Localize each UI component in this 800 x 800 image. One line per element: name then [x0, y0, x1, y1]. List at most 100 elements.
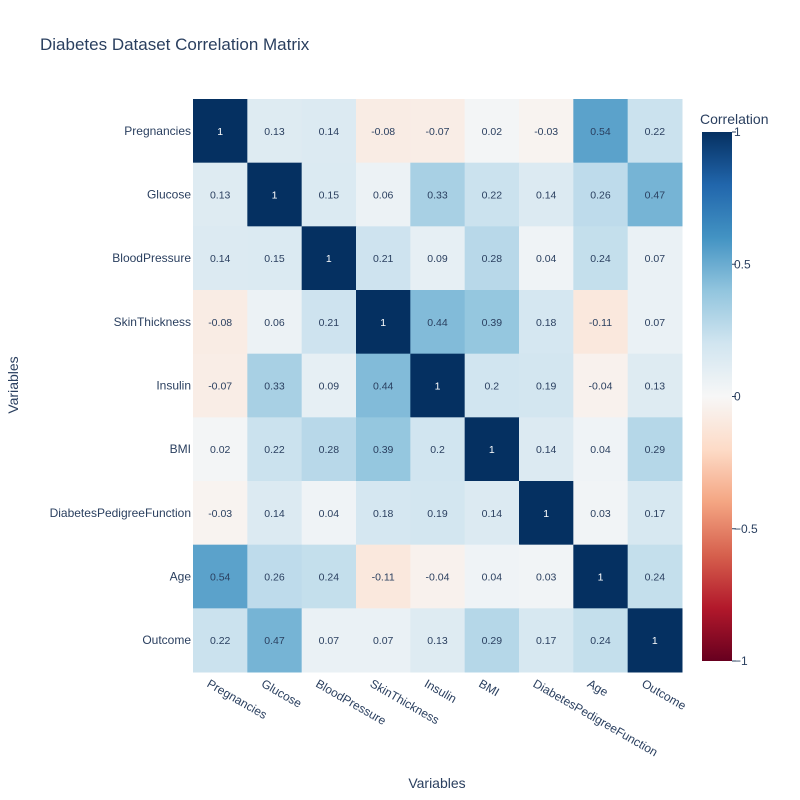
heatmap-cell [356, 608, 411, 673]
heatmap-cell-label: 0.13 [264, 126, 285, 138]
heatmap-cell-label: 0.17 [536, 635, 557, 647]
heatmap-cell-label: 0.26 [264, 572, 285, 584]
heatmap-cell-label: -0.08 [208, 317, 232, 329]
heatmap-cell [356, 99, 411, 164]
heatmap-cell [247, 544, 303, 609]
heatmap-cell [410, 162, 466, 227]
y-axis-title: Variables [5, 356, 21, 413]
heatmap-cell-label: 0.04 [590, 444, 611, 456]
heatmap-cell-label: 1 [326, 253, 332, 265]
heatmap-cell-label: 0.2 [430, 444, 445, 456]
heatmap-cell-label: 0.14 [536, 444, 557, 456]
heatmap-cell [247, 417, 303, 482]
heatmap-cell-label: 0.26 [590, 190, 611, 202]
heatmap-cell [193, 544, 248, 609]
heatmap-cell [573, 99, 629, 164]
heatmap-cell [573, 290, 629, 355]
heatmap-cell-label: 0.24 [645, 572, 666, 584]
heatmap-cell-label: 0.33 [264, 381, 285, 393]
heatmap-cell [464, 226, 520, 291]
heatmap-cell [519, 99, 574, 164]
y-tick-label: BloodPressure [112, 251, 191, 265]
heatmap-cell [464, 608, 520, 673]
heatmap-cell [464, 417, 520, 482]
heatmap-cell [301, 481, 357, 546]
heatmap-cell-label: 0.14 [264, 508, 285, 520]
heatmap-cell-label: 0.47 [264, 635, 285, 647]
heatmap-cell-label: 0.54 [590, 126, 611, 138]
heatmap-cell-label: 0.28 [482, 253, 503, 265]
heatmap-cell-label: 0.19 [427, 508, 448, 520]
colorbar-tick-label: −0.5 [734, 522, 758, 536]
heatmap-cell [193, 417, 248, 482]
heatmap-cell-label: 0.03 [590, 508, 611, 520]
heatmap-cell [573, 417, 629, 482]
heatmap-cell [301, 353, 357, 418]
heatmap-cell-label: 0.02 [210, 444, 231, 456]
heatmap-cell-label: 1 [543, 508, 549, 520]
heatmap-cell-label: 1 [489, 444, 495, 456]
heatmap-cell [573, 544, 629, 609]
heatmap-cell [193, 226, 248, 291]
heatmap-cell [519, 417, 574, 482]
heatmap-cell-label: 0.18 [536, 317, 557, 329]
heatmap-cell [356, 290, 411, 355]
heatmap-cell-label: 0.14 [210, 253, 231, 265]
x-axis-title: Variables [408, 775, 465, 791]
heatmap-cell [464, 544, 520, 609]
heatmap-cell-label: 0.06 [373, 190, 394, 202]
heatmap-cell-label: 0.22 [210, 635, 231, 647]
colorbar-tick-label: 0 [734, 390, 741, 404]
y-tick-label: Age [170, 570, 192, 584]
heatmap-cell-label: 0.06 [264, 317, 285, 329]
heatmap-cell-label: 0.39 [373, 444, 394, 456]
y-tick-label: SkinThickness [114, 315, 191, 329]
heatmap-cell-label: 0.13 [210, 190, 231, 202]
heatmap-cell [193, 99, 248, 164]
heatmap-cell-label: 0.21 [319, 317, 340, 329]
heatmap-cell-label: -0.04 [589, 381, 613, 393]
heatmap-cell [464, 353, 520, 418]
heatmap-cell-label: -0.11 [589, 317, 612, 329]
colorbar-tick-label: −1 [734, 654, 748, 668]
heatmap-cell-label: 0.18 [373, 508, 394, 520]
heatmap-cell-label: 0.02 [482, 126, 503, 138]
heatmap-cell-label: 0.09 [319, 381, 340, 393]
heatmap-cell-label: 0.54 [210, 572, 231, 584]
heatmap-cell-label: -0.03 [534, 126, 558, 138]
heatmap-cell-label: 0.07 [373, 635, 394, 647]
heatmap-cell-label: -0.03 [208, 508, 232, 520]
y-axis-ticks: Pregnancies Glucose BloodPressure SkinThick… [50, 124, 192, 647]
heatmap-cell [247, 353, 303, 418]
heatmap-cell-label: 1 [272, 190, 278, 202]
heatmap-cell [519, 353, 574, 418]
heatmap-cell-label: 0.17 [645, 508, 666, 520]
heatmap-cell-label: 0.14 [319, 126, 340, 138]
heatmap-cell-label: 0.2 [485, 381, 500, 393]
heatmap-cell-label: 0.24 [319, 572, 340, 584]
heatmap-cell-labels: 1 0.13 0.14 -0.08 -0.07 0.02 -0.03 0.54 0.22 0.13… [208, 126, 665, 647]
heatmap-cell [356, 481, 411, 546]
heatmap-cell [464, 99, 520, 164]
heatmap-cell [356, 544, 411, 609]
heatmap-cell-label: 0.33 [427, 190, 448, 202]
heatmap-cell-label: 0.22 [264, 444, 285, 456]
heatmap-cell [301, 608, 357, 673]
heatmap-cell-label: 0.14 [482, 508, 503, 520]
colorbar-gradient [702, 132, 732, 661]
y-tick-label: DiabetesPedigreeFunction [50, 506, 191, 520]
heatmap-cell [356, 353, 411, 418]
heatmap-cell [410, 290, 466, 355]
x-tick-label: Age [585, 676, 611, 699]
heatmap-cell-label: 0.39 [482, 317, 503, 329]
heatmap-cell-label: 0.09 [427, 253, 448, 265]
heatmap-cell [301, 417, 357, 482]
colorbar-ticks: 1 0.5 0 −0.5 −1 [732, 125, 758, 668]
heatmap-cell [410, 353, 466, 418]
heatmap-cell [627, 226, 683, 291]
heatmap-cell [627, 417, 683, 482]
heatmap-cell [193, 353, 248, 418]
